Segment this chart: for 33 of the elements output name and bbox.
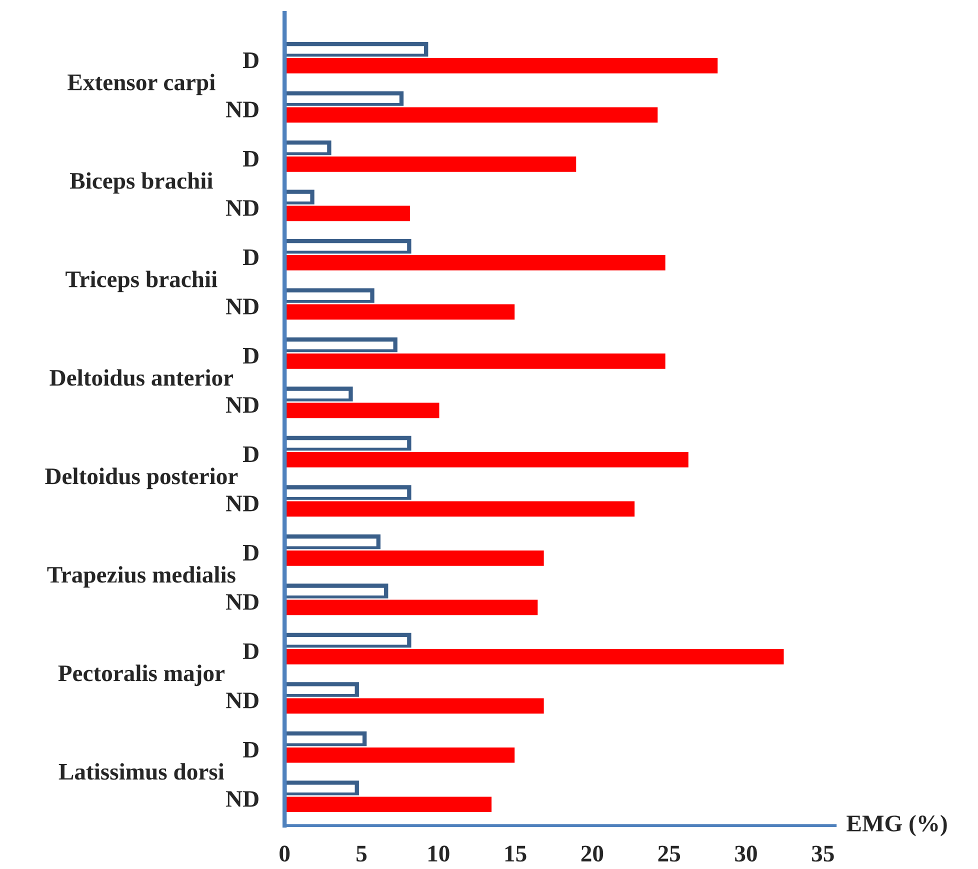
y-tick-label: ND [226,791,258,807]
y-tick-label: ND [226,496,258,512]
y-tick-label: D [242,643,258,659]
text: Deltoidus posterior [45,468,238,490]
y-tick-label: ND [226,298,258,314]
text: Deltoidus anterior [50,369,234,386]
y-tick-label: D [242,250,258,266]
y-tick-label: ND [226,692,258,708]
x-axis-title: EMG (%) [846,814,947,836]
x-tick-label: 5 [356,846,367,862]
text: Pectoralis major [58,664,225,686]
text: Triceps brachii [66,270,218,292]
text: Biceps brachii [70,172,213,194]
y-tick-label: D [242,544,258,560]
y-tick-label: D [242,151,258,167]
x-tick-label: 20 [581,846,604,862]
text: Extensor carpi [68,74,216,96]
text: Trapezius medialis [47,566,236,588]
y-tick-label: ND [226,397,258,413]
x-tick-label: 35 [812,846,834,862]
x-tick-label: 25 [658,846,680,862]
y-tick-label: ND [226,200,258,216]
x-tick-label: 10 [428,846,450,862]
x-tick-label: 0 [280,846,290,862]
y-tick-label: ND [226,594,258,610]
x-tick-label: 15 [505,846,526,862]
y-tick-label: D [242,348,258,364]
y-tick-label: D [242,446,258,462]
y-tick-label: D [242,742,258,758]
y-tick-label: ND [226,102,258,118]
y-tick-label: D [242,52,258,68]
x-tick-label: 30 [735,846,757,862]
text: Latissimus dorsi [58,763,224,780]
